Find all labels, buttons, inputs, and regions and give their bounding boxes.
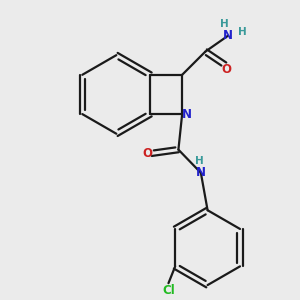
Text: H: H [238, 27, 247, 37]
Text: N: N [196, 166, 206, 179]
Text: N: N [182, 108, 192, 121]
Text: Cl: Cl [162, 284, 175, 297]
Text: O: O [142, 147, 152, 160]
Text: O: O [222, 63, 232, 76]
Text: H: H [195, 156, 203, 166]
Text: H: H [220, 19, 229, 29]
Text: N: N [223, 29, 233, 42]
